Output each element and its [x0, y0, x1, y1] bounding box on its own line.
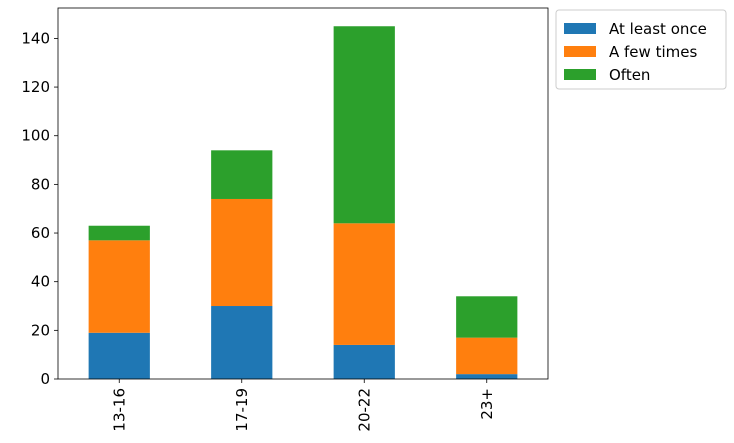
x-tick-label: 13-16: [110, 388, 128, 432]
bar-20-22-often: [333, 26, 395, 224]
plot-frame: [57, 7, 549, 380]
x-tick-label: 23+: [478, 388, 496, 420]
legend: At least once A few times Often: [555, 9, 727, 90]
x-tick-label: 20-22: [355, 388, 373, 432]
legend-label: A few times: [609, 43, 697, 61]
legend-swatch-at-least-once: [564, 23, 596, 34]
bars-layer: [88, 26, 518, 379]
legend-box: [555, 9, 727, 90]
y-tick-label: 120: [21, 78, 50, 96]
x-axis: 13-16 17-19 20-22 23+: [110, 379, 496, 432]
y-tick-label: 40: [31, 273, 50, 291]
y-tick-label: 60: [31, 224, 50, 242]
y-tick-label: 80: [31, 175, 50, 193]
bar-20-22-a-few-times: [333, 223, 395, 345]
legend-label: Often: [609, 66, 650, 84]
legend-swatch-often: [564, 69, 596, 80]
bar-17-19-often: [211, 150, 273, 199]
bar-13-16-a-few-times: [88, 240, 150, 333]
x-tick-label: 17-19: [233, 388, 251, 432]
bar-23+-often: [456, 296, 518, 338]
bar-13-16-at-least-once: [88, 332, 150, 379]
y-axis: 0 20 40 60 80 100 120 140: [21, 29, 58, 388]
legend-swatch-a-few-times: [564, 46, 596, 57]
bar-17-19-a-few-times: [211, 198, 273, 307]
bar-23+-a-few-times: [456, 337, 518, 375]
bar-20-22-at-least-once: [333, 344, 395, 379]
y-tick-label: 20: [31, 321, 50, 339]
y-tick-label: 100: [21, 127, 50, 145]
legend-label: At least once: [609, 20, 707, 38]
y-tick-label: 140: [21, 29, 50, 47]
bar-17-19-at-least-once: [211, 306, 273, 379]
bar-23+-at-least-once: [456, 374, 518, 379]
bar-13-16-often: [88, 225, 150, 241]
y-tick-label: 0: [40, 370, 50, 388]
